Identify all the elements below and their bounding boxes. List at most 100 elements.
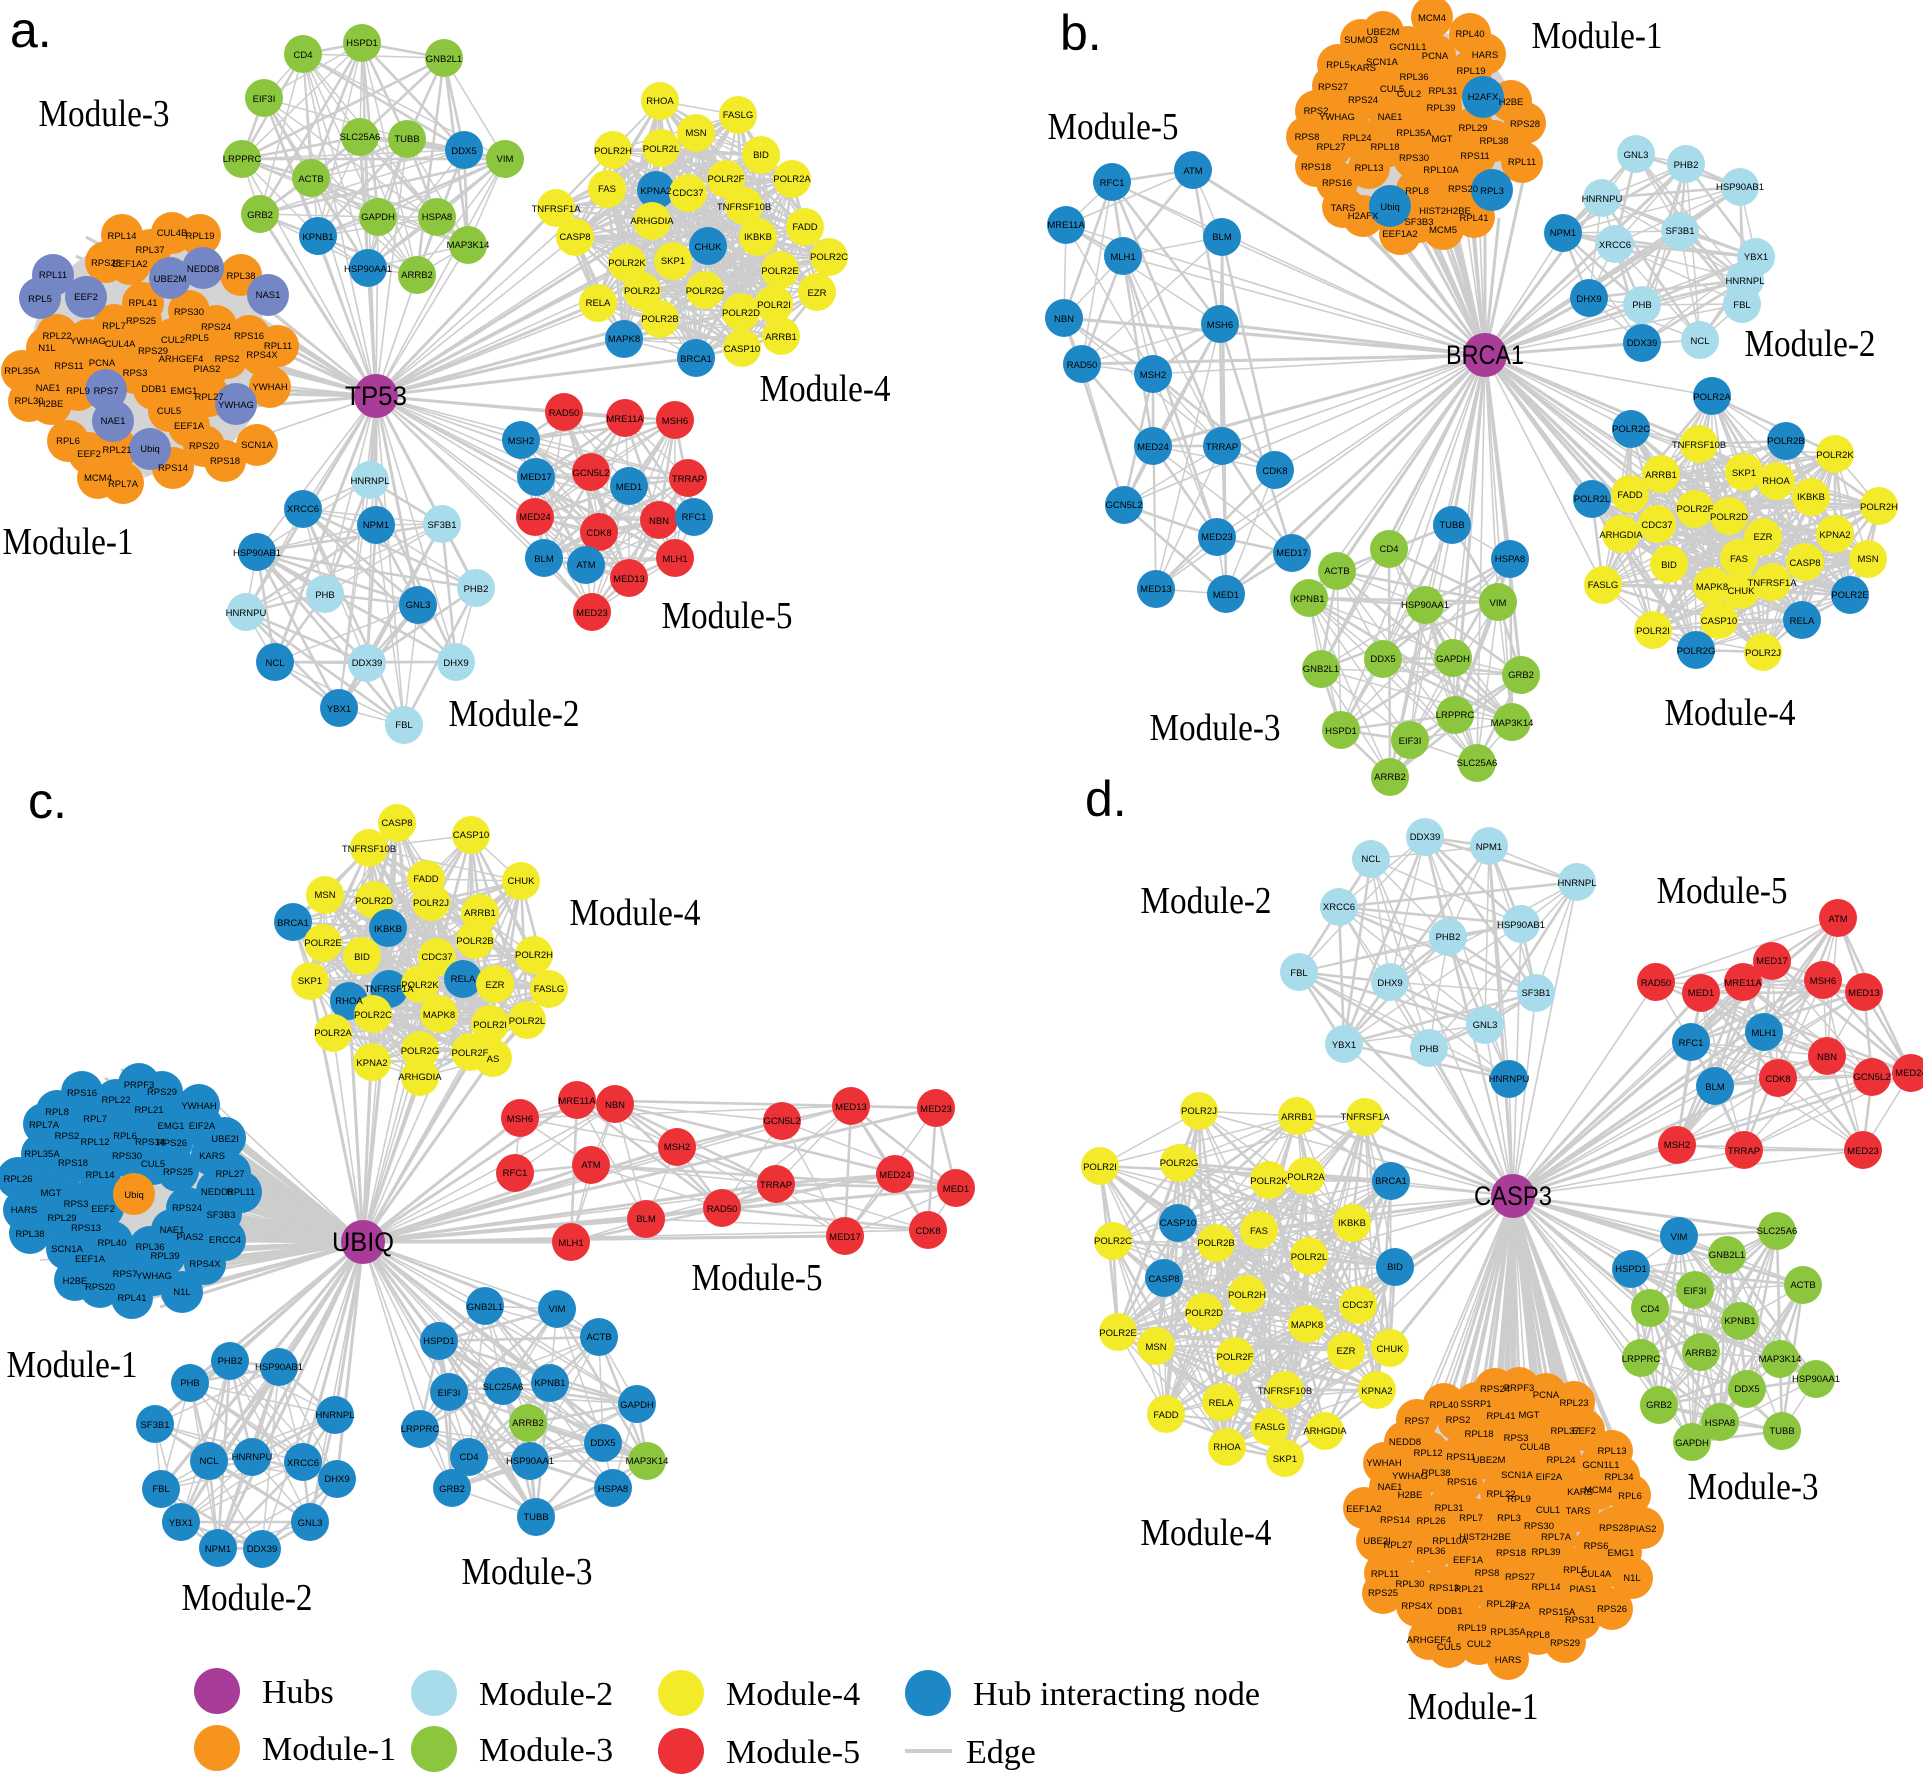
- svg-text:MED17: MED17: [520, 472, 552, 483]
- svg-text:HNRNPL: HNRNPL: [1557, 878, 1596, 889]
- svg-text:BLM: BLM: [1212, 232, 1232, 243]
- svg-text:POLR2I: POLR2I: [473, 1020, 507, 1031]
- svg-text:LRPPRC: LRPPRC: [401, 1424, 440, 1435]
- svg-text:IKBKB: IKBKB: [1797, 492, 1825, 503]
- svg-text:RPL3: RPL3: [1480, 186, 1504, 197]
- svg-text:CHUK: CHUK: [1377, 1344, 1405, 1355]
- svg-text:MED13: MED13: [1848, 988, 1880, 999]
- svg-text:RPS29: RPS29: [147, 1087, 177, 1098]
- svg-text:CUL4B: CUL4B: [1520, 1442, 1551, 1453]
- svg-text:N1L: N1L: [38, 343, 55, 354]
- svg-text:POLR2D: POLR2D: [355, 896, 393, 907]
- svg-text:RPL8: RPL8: [45, 1107, 69, 1118]
- svg-text:UBE2M: UBE2M: [1367, 27, 1400, 38]
- svg-text:VIM: VIM: [549, 1304, 566, 1315]
- svg-text:MAP3K14: MAP3K14: [1759, 1354, 1802, 1365]
- svg-text:MAPK8: MAPK8: [423, 1010, 455, 1021]
- svg-text:CASP10: CASP10: [724, 344, 760, 355]
- svg-text:YWHAG: YWHAG: [218, 400, 254, 411]
- svg-text:HNRNPU: HNRNPU: [1489, 1074, 1530, 1085]
- svg-text:Module-2: Module-2: [449, 693, 580, 735]
- svg-text:RPL39: RPL39: [150, 1251, 179, 1262]
- svg-text:RPL24: RPL24: [1546, 1455, 1575, 1466]
- svg-text:RAD50: RAD50: [549, 408, 580, 419]
- svg-text:FASLG: FASLG: [1588, 580, 1619, 591]
- svg-text:DHX9: DHX9: [1377, 978, 1402, 989]
- svg-text:RPL8: RPL8: [1526, 1630, 1550, 1641]
- svg-text:Module-3: Module-3: [1688, 1466, 1819, 1508]
- svg-text:MAPK8: MAPK8: [1291, 1320, 1323, 1331]
- svg-text:RPL36: RPL36: [1399, 72, 1428, 83]
- svg-text:RAD50: RAD50: [1067, 360, 1098, 371]
- svg-text:POLR2A: POLR2A: [1693, 392, 1731, 403]
- svg-text:HARS: HARS: [1495, 1655, 1521, 1666]
- svg-text:H2AFX: H2AFX: [1468, 92, 1499, 103]
- svg-text:MAPK8: MAPK8: [608, 334, 640, 345]
- svg-text:RPL22: RPL22: [1486, 1489, 1515, 1500]
- svg-text:VIM: VIM: [497, 154, 514, 165]
- svg-text:YWHAG: YWHAG: [70, 336, 106, 347]
- svg-text:RPS7: RPS7: [1405, 1416, 1430, 1427]
- svg-text:FASLG: FASLG: [534, 984, 565, 995]
- svg-text:ARRB2: ARRB2: [401, 270, 433, 281]
- svg-text:Module-5: Module-5: [692, 1257, 823, 1299]
- svg-text:EEF2: EEF2: [1572, 1426, 1596, 1437]
- svg-text:Hub interacting node: Hub interacting node: [973, 1676, 1260, 1713]
- svg-text:FADD: FADD: [413, 874, 438, 885]
- svg-text:TNFRSF10B: TNFRSF10B: [1258, 1386, 1312, 1397]
- svg-text:MSH2: MSH2: [508, 436, 534, 447]
- svg-text:RPS14: RPS14: [158, 463, 188, 474]
- svg-text:MED1: MED1: [1688, 988, 1714, 999]
- svg-text:RPL19: RPL19: [185, 231, 214, 242]
- svg-text:DDX39: DDX39: [1627, 338, 1658, 349]
- svg-text:RPL11: RPL11: [227, 1187, 255, 1198]
- svg-text:Module-1: Module-1: [1532, 15, 1663, 57]
- svg-text:POLR2L: POLR2L: [1574, 494, 1610, 505]
- svg-text:RHOA: RHOA: [1213, 1442, 1241, 1453]
- svg-text:NPM1: NPM1: [363, 520, 389, 531]
- svg-text:TARS: TARS: [1331, 203, 1356, 214]
- svg-text:Module-4: Module-4: [760, 368, 891, 410]
- svg-text:POLR2G: POLR2G: [1677, 646, 1716, 657]
- svg-text:RPL35A: RPL35A: [4, 366, 40, 377]
- svg-text:POLR2H: POLR2H: [515, 950, 553, 961]
- svg-text:RPS24: RPS24: [172, 1203, 202, 1214]
- svg-text:ACTB: ACTB: [1324, 566, 1349, 577]
- svg-text:HSPA8: HSPA8: [598, 1484, 628, 1495]
- svg-text:TRRAP: TRRAP: [1728, 1146, 1760, 1157]
- svg-text:MED17: MED17: [1756, 956, 1788, 967]
- svg-text:RPS2: RPS2: [1446, 1415, 1471, 1426]
- svg-text:POLR2C: POLR2C: [810, 252, 848, 263]
- svg-text:PIAS2: PIAS2: [1630, 1524, 1657, 1535]
- svg-text:RPS2: RPS2: [215, 354, 240, 365]
- svg-text:MSH6: MSH6: [662, 416, 688, 427]
- svg-text:BRCA1: BRCA1: [277, 918, 309, 929]
- svg-text:RPL39: RPL39: [1426, 103, 1455, 114]
- svg-text:MED24: MED24: [1137, 442, 1169, 453]
- svg-text:EEF2: EEF2: [77, 449, 101, 460]
- svg-text:RPL8: RPL8: [1405, 186, 1429, 197]
- svg-text:CUL5: CUL5: [1380, 84, 1404, 95]
- svg-text:EIF3I: EIF3I: [438, 1388, 461, 1399]
- svg-text:NCL: NCL: [199, 1456, 218, 1467]
- svg-text:TUBB: TUBB: [523, 1512, 548, 1523]
- svg-text:EZR: EZR: [486, 980, 505, 991]
- svg-text:EIF3I: EIF3I: [253, 94, 276, 105]
- svg-text:RPS24: RPS24: [1480, 1384, 1510, 1395]
- svg-text:Module-1: Module-1: [3, 521, 134, 563]
- svg-text:POLR2A: POLR2A: [773, 174, 811, 185]
- svg-text:RPS3: RPS3: [1504, 1433, 1529, 1444]
- svg-text:PCNA: PCNA: [1422, 51, 1449, 62]
- svg-text:MSH6: MSH6: [1810, 976, 1836, 987]
- svg-text:RFC1: RFC1: [682, 512, 707, 523]
- svg-text:HSPA8: HSPA8: [1705, 1418, 1735, 1429]
- svg-text:POLR2C: POLR2C: [354, 1010, 392, 1021]
- svg-text:RPL3: RPL3: [1497, 1513, 1521, 1524]
- svg-text:PRPF3: PRPF3: [1504, 1383, 1535, 1394]
- svg-text:CD4: CD4: [459, 1452, 478, 1463]
- svg-text:SSRP1: SSRP1: [1460, 1399, 1491, 1410]
- svg-text:NCL: NCL: [265, 658, 284, 669]
- svg-text:RPL36: RPL36: [1416, 1546, 1445, 1557]
- svg-text:CDC37: CDC37: [672, 188, 703, 199]
- svg-text:CUL4A: CUL4A: [105, 339, 136, 350]
